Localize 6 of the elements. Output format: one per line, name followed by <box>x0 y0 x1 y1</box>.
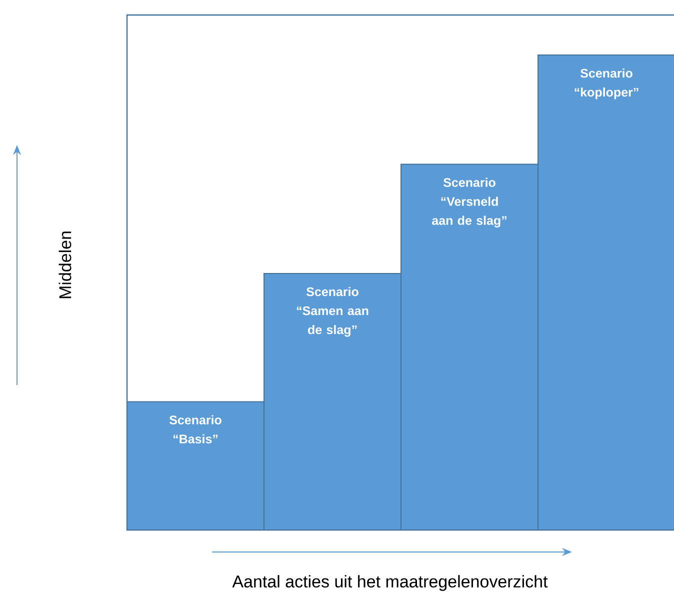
x-axis-title: Aantal acties uit het maatregelenoverzicht <box>232 575 548 591</box>
x-tick-label: Scenario “Versneld aan de slag” <box>432 178 506 228</box>
x-tick-label: Scenario “Samen aan de slag” <box>296 287 368 337</box>
x-tick-label: Scenario “Basis” <box>169 415 222 444</box>
y-axis-title: Middelen <box>58 232 72 298</box>
x-tick-label: Scenario “koploper” <box>574 68 638 100</box>
